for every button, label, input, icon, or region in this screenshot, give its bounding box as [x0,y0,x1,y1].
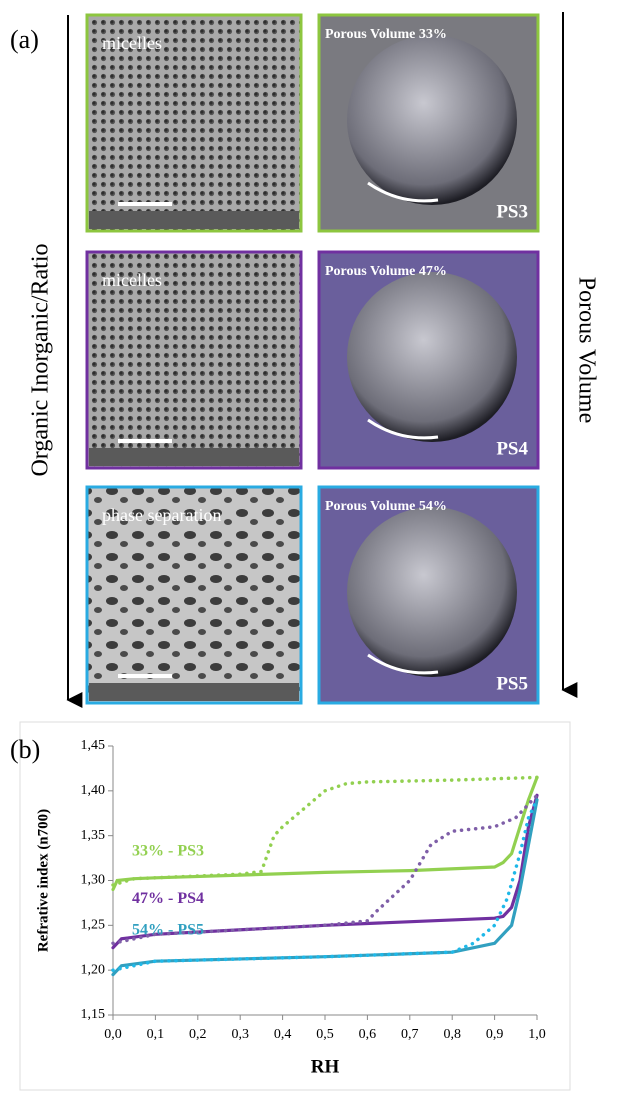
sem-caption: micelles [102,33,162,53]
x-tick-label: 0,7 [401,1027,419,1042]
series-line [111,775,539,887]
drop-caption: Porous Volume 54% [325,499,447,514]
series-line [111,793,539,950]
series-line [111,798,539,972]
y-tick-label: 1,35 [81,828,106,843]
substrate [89,683,299,701]
panel-frame [19,721,571,1091]
x-axis-title: RH [311,1056,340,1077]
droplet [347,272,517,442]
series-label: 33% - PS3 [132,842,204,859]
x-tick-label: 0,3 [231,1027,249,1042]
x-tick-label: 0,1 [147,1027,165,1042]
series-line [111,793,539,946]
substrate [89,448,299,466]
y-tick-label: 1,25 [81,918,106,933]
sem-image [85,250,303,470]
x-tick-label: 1,0 [528,1027,546,1042]
substrate [89,211,299,229]
sample-label: PS5 [496,673,528,694]
contact-arc [367,653,439,675]
y-tick-label: 1,30 [81,873,106,888]
y-tick-label: 1,40 [81,783,106,798]
y-tick-label: 1,15 [81,1007,106,1022]
x-tick-label: 0,5 [316,1027,334,1042]
sem-image [85,13,303,233]
axis-label: Porous Volume [573,277,599,423]
x-tick-label: 0,6 [359,1027,377,1042]
contact-arc [367,418,439,440]
panel-label: (b) [10,735,40,764]
panel-label: (a) [10,25,39,54]
series-line [111,798,539,977]
x-tick-label: 0,2 [189,1027,207,1042]
drop-caption: Porous Volume 33% [325,27,447,42]
sem-caption: phase separation [102,505,221,525]
x-tick-label: 0,8 [443,1027,461,1042]
sample-label: PS3 [496,201,528,222]
sample-label: PS4 [496,438,528,459]
y-axis-title: Refrative index (n700) [35,809,51,952]
sem-caption: micelles [102,270,162,290]
sem-image [85,485,303,705]
x-tick-label: 0,9 [486,1027,504,1042]
droplet [347,35,517,205]
droplet [347,507,517,677]
drop-caption: Porous Volume 47% [325,264,447,279]
y-tick-label: 1,20 [81,962,106,977]
series-label: 54% - PS5 [132,921,204,938]
series-line [111,775,539,892]
x-tick-label: 0,0 [104,1027,122,1042]
axis-label: Organic Inorganic/Ratio [28,243,54,476]
contact-arc [367,181,439,203]
y-tick-label: 1,45 [81,738,106,753]
series-label: 47% - PS4 [132,890,204,907]
x-tick-label: 0,4 [274,1027,292,1042]
